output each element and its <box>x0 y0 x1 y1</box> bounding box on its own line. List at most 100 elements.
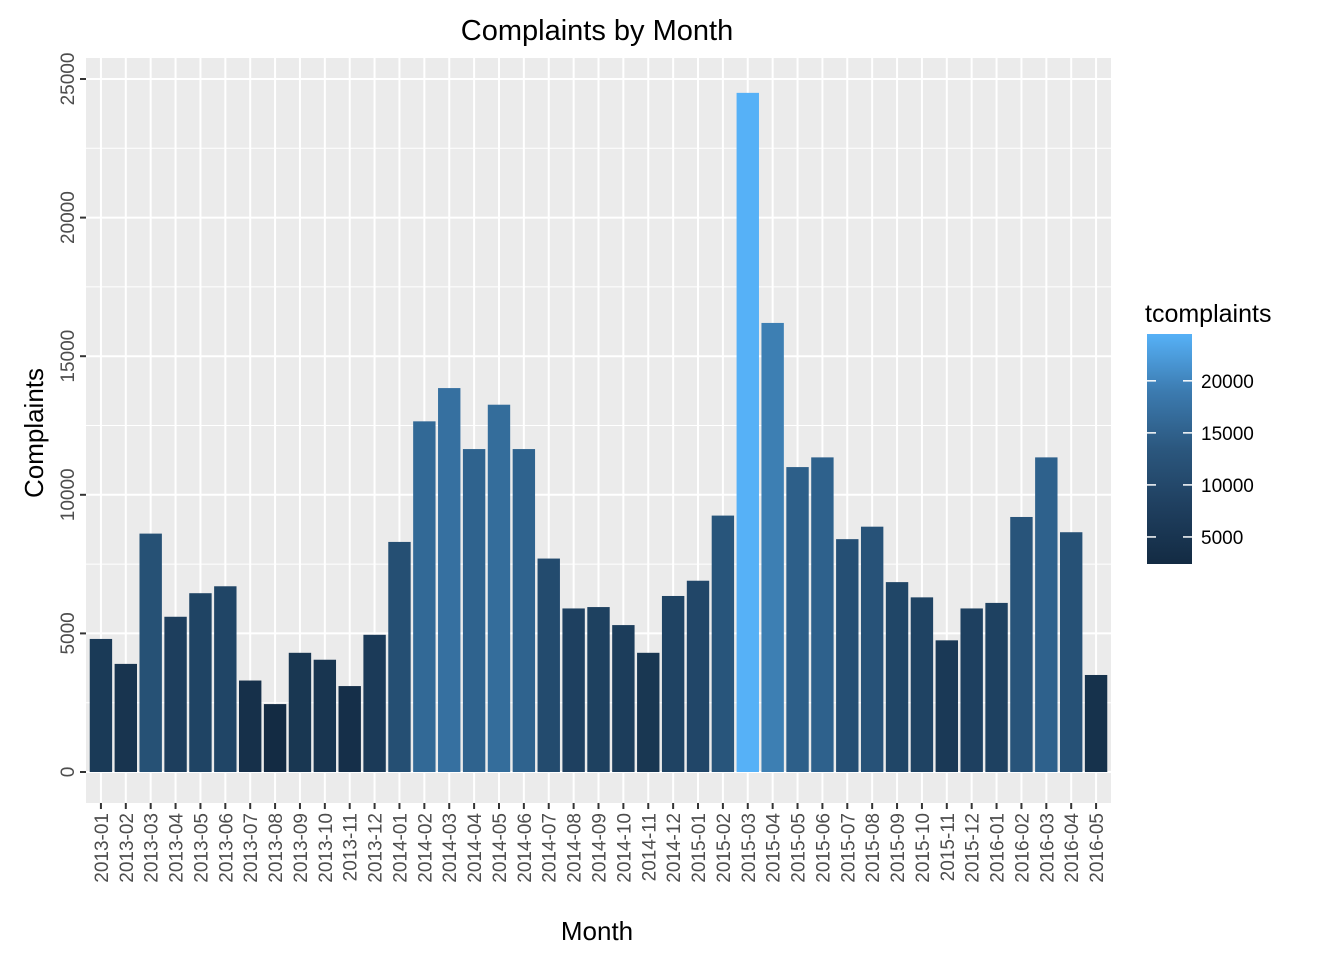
bar-2013-11 <box>338 686 361 772</box>
bar-2013-01 <box>89 638 113 772</box>
x-tick-label: 2016-05 <box>1087 813 1108 883</box>
x-axis-label: Month <box>561 916 633 946</box>
x-tick-label: 2016-01 <box>988 813 1009 883</box>
bar-2016-04 <box>1059 532 1083 772</box>
x-tick-label: 2015-02 <box>714 813 735 883</box>
x-tick-label: 2014-11 <box>639 813 660 881</box>
bar-2014-01 <box>388 541 411 772</box>
x-tick-label: 2016-04 <box>1062 813 1083 883</box>
bar-2013-08 <box>263 704 287 772</box>
x-axis: 2013-01 2013-02 2013-03 2013-04 2013-05 2013-… <box>92 803 1108 883</box>
x-tick-label: 2014-09 <box>590 813 611 883</box>
bar-2015-04 <box>761 322 784 772</box>
x-tick-label: 2015-07 <box>838 813 859 883</box>
x-tick-label: 2013-12 <box>366 813 387 883</box>
bar-2015-02 <box>711 515 735 772</box>
x-tick-label: 2013-08 <box>266 813 287 883</box>
legend-tick-label: 5000 <box>1201 528 1243 549</box>
bar-2014-06 <box>512 449 536 772</box>
bar-2015-11 <box>935 640 958 772</box>
x-tick-label: 2013-06 <box>216 813 237 883</box>
x-tick-label: 2013-02 <box>117 813 138 883</box>
bar-2013-06 <box>214 586 237 772</box>
x-tick-label: 2015-12 <box>963 813 984 883</box>
bar-2015-10 <box>910 597 934 772</box>
bar-2013-05 <box>189 593 212 772</box>
bar-2013-07 <box>239 680 262 772</box>
y-tick-label: 10000 <box>58 468 79 521</box>
y-axis-label: Complaints <box>19 368 49 498</box>
x-tick-label: 2013-07 <box>241 813 262 883</box>
y-tick-label: 15000 <box>58 330 79 383</box>
bar-2016-05 <box>1084 674 1108 772</box>
x-tick-label: 2014-07 <box>540 813 561 883</box>
x-tick-label: 2014-03 <box>440 813 461 883</box>
bar-2013-09 <box>288 652 312 772</box>
bar-2014-12 <box>661 595 685 772</box>
x-tick-label: 2015-06 <box>813 813 834 883</box>
x-tick-label: 2016-03 <box>1037 813 1058 883</box>
bar-2014-05 <box>487 404 511 772</box>
x-tick-label: 2014-08 <box>565 813 586 883</box>
bar-2016-02 <box>1010 516 1033 772</box>
bar-2016-03 <box>1035 457 1058 772</box>
bar-2015-12 <box>960 608 983 772</box>
bar-2015-05 <box>786 467 809 772</box>
bar-2014-11 <box>637 652 660 772</box>
x-tick-label: 2014-05 <box>490 813 511 883</box>
bar-2013-02 <box>114 663 138 772</box>
legend-tick-label: 15000 <box>1201 424 1254 445</box>
bar-2016-01 <box>985 602 1008 772</box>
x-tick-label: 2015-03 <box>739 813 760 883</box>
colorbar <box>1147 334 1192 564</box>
legend-tick-label: 20000 <box>1201 372 1254 393</box>
y-tick-label: 20000 <box>58 191 79 244</box>
bar-2014-02 <box>413 421 436 772</box>
bar-2014-07 <box>537 558 560 772</box>
bar-2014-03 <box>438 388 461 772</box>
bar-2014-04 <box>462 449 486 772</box>
x-tick-label: 2013-03 <box>142 813 163 883</box>
x-tick-label: 2014-06 <box>515 813 536 883</box>
bar-2015-03 <box>736 92 759 773</box>
x-tick-label: 2015-09 <box>888 813 909 883</box>
y-axis: 0 5000 10000 15000 20000 25000 <box>58 53 86 778</box>
bar-2013-04 <box>164 616 187 772</box>
bar-2015-07 <box>836 539 859 772</box>
x-tick-label: 2015-01 <box>689 813 710 883</box>
x-tick-label: 2013-05 <box>191 813 212 883</box>
x-tick-label: 2013-01 <box>92 813 113 883</box>
bar-2015-01 <box>686 580 710 772</box>
x-tick-label: 2014-12 <box>664 813 685 883</box>
x-tick-label: 2014-04 <box>465 813 486 883</box>
chart-title: Complaints by Month <box>461 15 733 47</box>
x-tick-label: 2013-11 <box>341 813 362 881</box>
bars <box>89 92 1108 773</box>
x-tick-label: 2015-08 <box>863 813 884 883</box>
x-tick-label: 2015-05 <box>789 813 810 883</box>
legend-ticks: 5000 10000 15000 20000 <box>1147 372 1254 549</box>
bar-2013-03 <box>139 533 162 772</box>
x-tick-label: 2014-02 <box>415 813 436 883</box>
bar-2014-10 <box>612 625 635 772</box>
y-tick-label: 0 <box>58 767 79 778</box>
legend-tick-label: 10000 <box>1201 476 1254 497</box>
x-tick-label: 2015-11 <box>938 813 959 881</box>
bar-2015-09 <box>885 582 909 772</box>
x-tick-label: 2016-02 <box>1012 813 1033 883</box>
bar-2013-10 <box>313 659 337 772</box>
x-tick-label: 2014-01 <box>390 813 411 883</box>
y-tick-label: 5000 <box>58 612 79 654</box>
bar-2015-08 <box>860 526 884 772</box>
legend: tcomplaints 5000 10000 15000 20000 <box>1145 300 1271 564</box>
x-tick-label: 2015-04 <box>764 813 785 883</box>
y-tick-label: 25000 <box>58 53 79 106</box>
legend-title: tcomplaints <box>1145 300 1271 328</box>
bar-2014-09 <box>587 607 610 772</box>
bar-2014-08 <box>562 608 585 772</box>
bar-2013-12 <box>363 634 386 772</box>
bar-2015-06 <box>811 457 834 772</box>
x-tick-label: 2015-10 <box>913 813 934 883</box>
